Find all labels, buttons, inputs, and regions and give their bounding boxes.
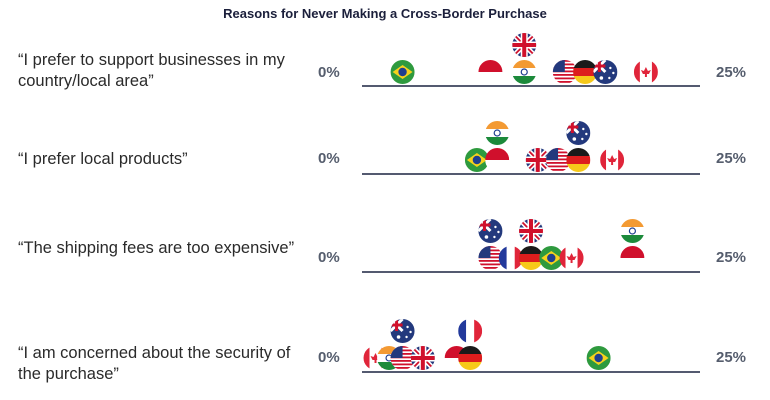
- flag-marker-brazil: [586, 346, 611, 370]
- flag-marker-germany: [573, 60, 598, 84]
- flag-marker-usa: [478, 246, 503, 270]
- flag-marker-india: [485, 121, 510, 145]
- flag-marker-canada: [633, 60, 658, 84]
- flag-marker-uk: [410, 346, 435, 370]
- axis-min-label: 0%: [318, 349, 340, 366]
- flag-marker-usa: [552, 60, 577, 84]
- flag-marker-brazil: [539, 246, 564, 270]
- axis-max-label: 25%: [716, 349, 747, 366]
- flag-marker-uk: [512, 33, 537, 57]
- axis-max-label: 25%: [716, 249, 747, 266]
- flag-marker-germany: [566, 148, 591, 172]
- flag-marker-canada: [600, 148, 625, 172]
- flag-marker-france: [458, 319, 483, 343]
- flag-marker-canada: [559, 246, 584, 270]
- flag-marker-germany: [458, 346, 483, 370]
- axis-max-label: 25%: [716, 64, 747, 81]
- flag-marker-france: [498, 246, 523, 270]
- flag-marker-brazil: [390, 60, 415, 84]
- flag-marker-australia: [566, 121, 591, 145]
- row-label-local-products: “I prefer local products”: [18, 150, 188, 168]
- axis-min-label: 0%: [318, 64, 340, 81]
- axis-min-label: 0%: [318, 150, 340, 167]
- flag-marker-australia: [390, 319, 415, 343]
- flag-marker-indonesia: [485, 148, 510, 172]
- flag-marker-indonesia: [620, 246, 645, 270]
- flag-marker-india: [620, 219, 645, 243]
- row-label-security-concern: “I am concerned about the security of th…: [18, 344, 291, 383]
- flag-marker-uk: [519, 219, 543, 243]
- flag-marker-india: [512, 60, 537, 84]
- flag-marker-australia: [478, 219, 503, 243]
- row-label-support-local-businesses: “I prefer to support businesses in my co…: [18, 51, 285, 90]
- chart-title: Reasons for Never Making a Cross-Border …: [223, 6, 547, 21]
- flag-marker-uk: [525, 148, 550, 172]
- axis-max-label: 25%: [716, 150, 747, 167]
- flag-marker-indonesia: [478, 60, 503, 84]
- row-label-shipping-fees: “The shipping fees are too expensive”: [18, 239, 295, 257]
- axis-min-label: 0%: [318, 249, 340, 266]
- flag-marker-australia: [593, 60, 618, 84]
- flag-marker-germany: [519, 246, 543, 270]
- flag-marker-usa: [546, 148, 571, 172]
- flag-marker-brazil: [464, 148, 489, 172]
